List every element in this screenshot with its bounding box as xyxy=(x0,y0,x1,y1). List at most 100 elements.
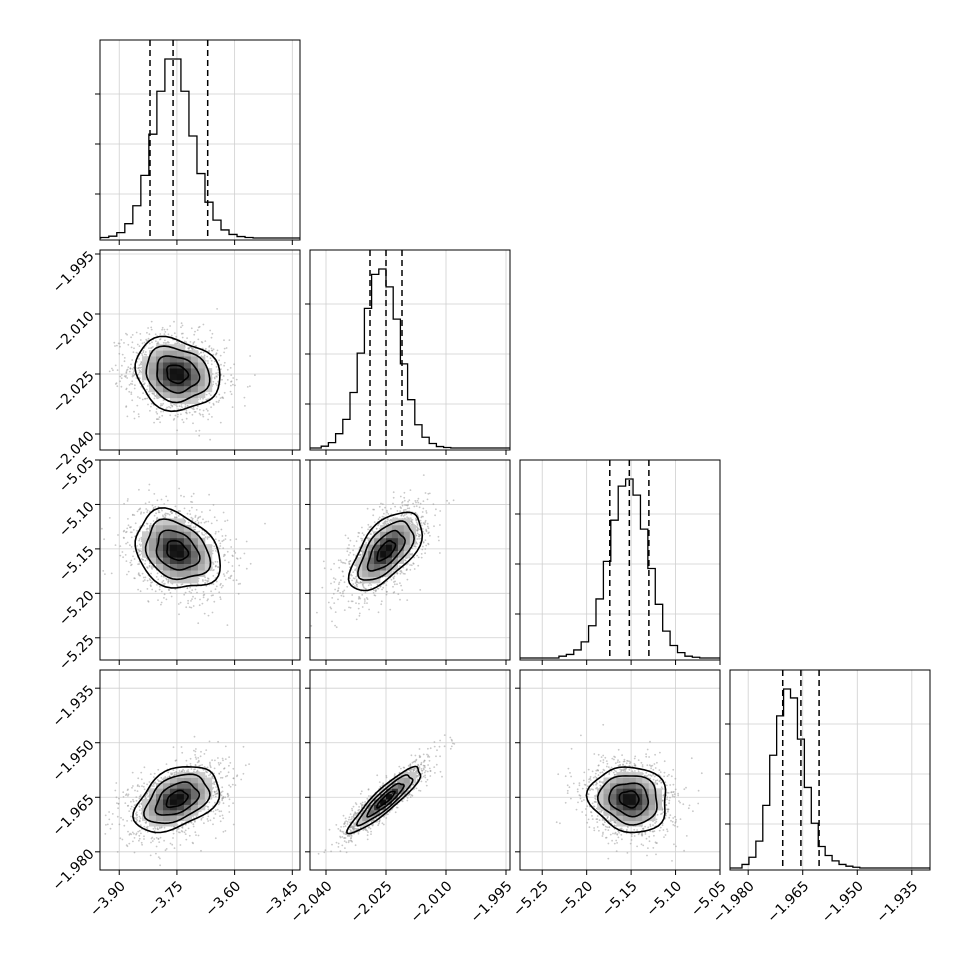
sample-point xyxy=(349,606,352,609)
sample-point xyxy=(419,589,422,591)
sample-point xyxy=(168,406,170,408)
sample-point xyxy=(335,626,338,629)
sample-point xyxy=(229,367,232,369)
sample-point xyxy=(428,531,430,534)
sample-point xyxy=(223,351,226,354)
sample-point xyxy=(207,820,210,822)
sample-point xyxy=(416,499,419,502)
sample-point xyxy=(218,359,221,362)
sample-point xyxy=(137,413,140,415)
sample-point xyxy=(217,566,220,569)
sample-point xyxy=(146,511,149,513)
sample-point xyxy=(351,594,354,596)
sample-point xyxy=(408,507,411,510)
sample-point xyxy=(196,329,199,331)
sample-point xyxy=(208,413,211,415)
sample-point xyxy=(157,578,160,581)
sample-point xyxy=(129,367,132,370)
sample-point xyxy=(203,521,206,524)
sample-point xyxy=(137,367,139,370)
sample-point xyxy=(146,579,149,582)
sample-point xyxy=(224,382,227,385)
sample-point xyxy=(407,500,409,503)
sample-point xyxy=(372,514,375,517)
sample-point xyxy=(363,602,366,604)
sample-point xyxy=(226,624,229,626)
sample-point xyxy=(151,588,154,591)
sample-point xyxy=(137,572,140,574)
sample-point xyxy=(138,508,141,510)
sample-point xyxy=(212,380,215,383)
sample-point xyxy=(130,391,133,394)
sample-point xyxy=(341,570,344,573)
density-cell xyxy=(142,362,150,369)
sample-point xyxy=(130,536,133,539)
sample-point xyxy=(264,522,266,525)
sample-point xyxy=(416,532,419,535)
sample-point xyxy=(406,507,409,510)
sample-point xyxy=(216,519,218,522)
sample-point xyxy=(175,516,178,519)
sample-point xyxy=(138,834,141,837)
sample-point xyxy=(203,354,206,357)
sample-point xyxy=(196,407,199,410)
sample-point xyxy=(356,583,358,586)
sample-point xyxy=(353,545,355,547)
sample-point xyxy=(208,345,211,347)
sample-point xyxy=(138,538,141,540)
sample-point xyxy=(185,606,188,609)
sample-point xyxy=(422,541,425,544)
density-cell xyxy=(156,362,164,369)
sample-point xyxy=(223,391,226,394)
sample-point xyxy=(400,514,403,517)
sample-point xyxy=(410,520,413,523)
sample-point xyxy=(214,560,217,563)
sample-point xyxy=(103,538,105,541)
density-cell xyxy=(183,379,192,387)
density-cell xyxy=(190,379,199,387)
sample-point xyxy=(414,500,417,502)
sample-point xyxy=(142,576,145,579)
sample-point xyxy=(158,416,161,418)
sample-point xyxy=(210,347,213,350)
sample-point xyxy=(126,541,129,544)
sample-point xyxy=(194,526,197,529)
sample-point xyxy=(385,590,388,593)
sample-point xyxy=(169,511,172,513)
sample-point xyxy=(348,606,350,609)
sample-point xyxy=(249,562,252,565)
sample-point xyxy=(206,599,209,602)
sample-point xyxy=(331,620,333,623)
sample-point xyxy=(156,572,159,575)
density-cell xyxy=(142,374,150,381)
sample-point xyxy=(162,515,165,518)
sample-point xyxy=(108,370,111,373)
sample-point xyxy=(116,385,119,388)
sample-point xyxy=(147,327,150,329)
sample-point xyxy=(104,833,107,835)
histogram-panel-2 xyxy=(305,249,511,455)
sample-point xyxy=(224,830,227,832)
density-cell xyxy=(183,368,192,375)
sample-point xyxy=(386,509,388,512)
sample-point xyxy=(363,598,366,600)
sample-point xyxy=(207,614,210,617)
density-cell xyxy=(176,362,185,369)
sample-point xyxy=(194,597,197,600)
sample-point xyxy=(160,498,163,501)
sample-point xyxy=(131,514,134,516)
sample-point xyxy=(227,561,230,564)
sample-point xyxy=(153,397,156,400)
sample-point xyxy=(133,387,136,390)
sample-point xyxy=(125,406,127,408)
sample-point xyxy=(190,606,193,609)
sample-point xyxy=(215,400,218,403)
sample-point xyxy=(191,598,193,600)
sample-point xyxy=(129,561,132,564)
sample-point xyxy=(193,528,196,531)
sample-point xyxy=(184,591,187,594)
sample-point xyxy=(322,560,325,563)
sample-point xyxy=(162,402,165,405)
sample-point xyxy=(192,492,195,495)
sample-point xyxy=(214,353,217,356)
